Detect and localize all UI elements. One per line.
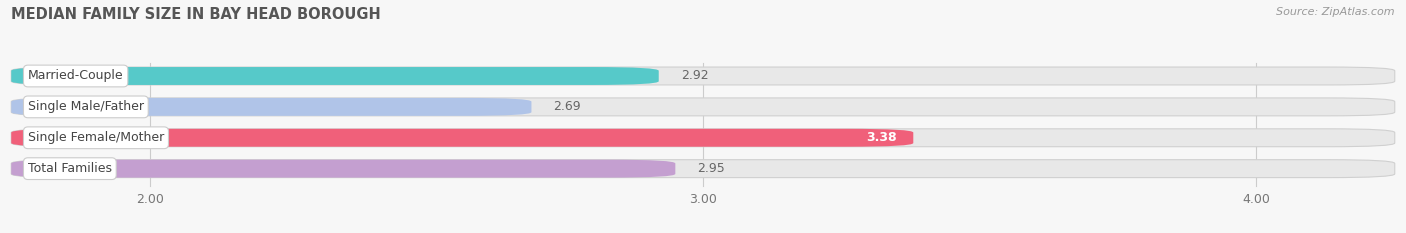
- Text: Single Male/Father: Single Male/Father: [28, 100, 143, 113]
- Text: Single Female/Mother: Single Female/Mother: [28, 131, 165, 144]
- FancyBboxPatch shape: [11, 160, 1395, 178]
- Text: 3.38: 3.38: [866, 131, 897, 144]
- FancyBboxPatch shape: [11, 98, 531, 116]
- Text: Married-Couple: Married-Couple: [28, 69, 124, 82]
- Text: 2.95: 2.95: [697, 162, 725, 175]
- FancyBboxPatch shape: [11, 129, 1395, 147]
- Text: Total Families: Total Families: [28, 162, 112, 175]
- FancyBboxPatch shape: [11, 160, 675, 178]
- FancyBboxPatch shape: [11, 67, 659, 85]
- Text: 2.92: 2.92: [681, 69, 709, 82]
- Text: Source: ZipAtlas.com: Source: ZipAtlas.com: [1277, 7, 1395, 17]
- FancyBboxPatch shape: [11, 67, 1395, 85]
- Text: MEDIAN FAMILY SIZE IN BAY HEAD BOROUGH: MEDIAN FAMILY SIZE IN BAY HEAD BOROUGH: [11, 7, 381, 22]
- Text: 2.69: 2.69: [554, 100, 581, 113]
- FancyBboxPatch shape: [11, 129, 914, 147]
- FancyBboxPatch shape: [11, 98, 1395, 116]
